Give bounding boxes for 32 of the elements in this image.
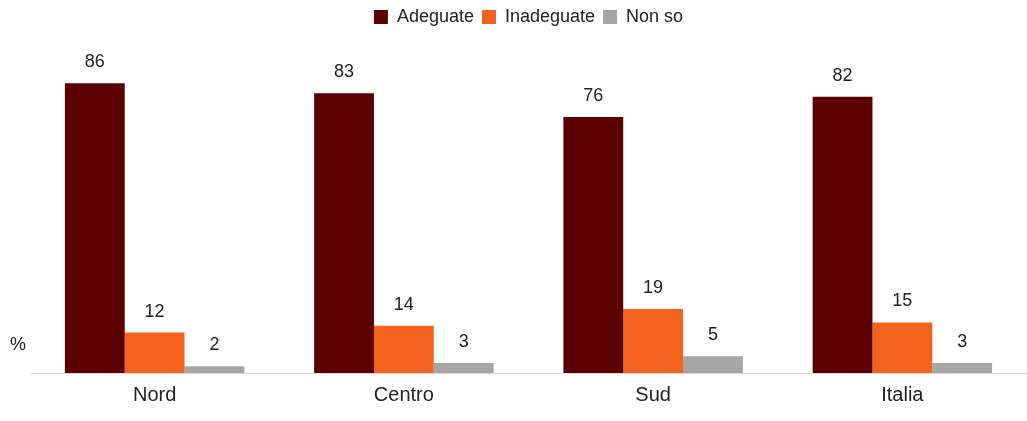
y-axis-title: % [10, 333, 27, 354]
bar [314, 93, 374, 373]
x-tick-label: Nord [132, 382, 177, 405]
bar [433, 362, 494, 373]
legend-label: Inadeguate [504, 5, 596, 26]
data-label: 3 [458, 330, 469, 351]
data-label: 76 [583, 84, 604, 105]
bar [872, 322, 933, 373]
bar [932, 362, 993, 373]
legend-label: Adeguate [396, 5, 474, 26]
data-label: 2 [209, 334, 220, 355]
bar [184, 366, 245, 373]
data-label: 15 [892, 290, 913, 311]
data-label: 82 [832, 64, 853, 85]
x-tick-label: Centro [373, 382, 434, 405]
data-label: 86 [84, 51, 105, 72]
bar [124, 332, 185, 373]
data-label: 3 [957, 330, 968, 351]
data-label: 19 [643, 276, 664, 297]
legend-label: Non so [626, 5, 684, 26]
x-tick-label: Italia [881, 382, 925, 405]
data-label: 14 [393, 293, 414, 314]
bar [563, 116, 624, 373]
bar [623, 308, 684, 373]
bar [373, 325, 434, 373]
x-tick-label: Sud [635, 382, 671, 405]
data-label: 12 [144, 300, 165, 321]
bar [812, 96, 873, 373]
data-label: 83 [334, 61, 355, 82]
bar [683, 356, 743, 373]
data-label: 5 [707, 324, 718, 345]
bar [64, 83, 125, 373]
